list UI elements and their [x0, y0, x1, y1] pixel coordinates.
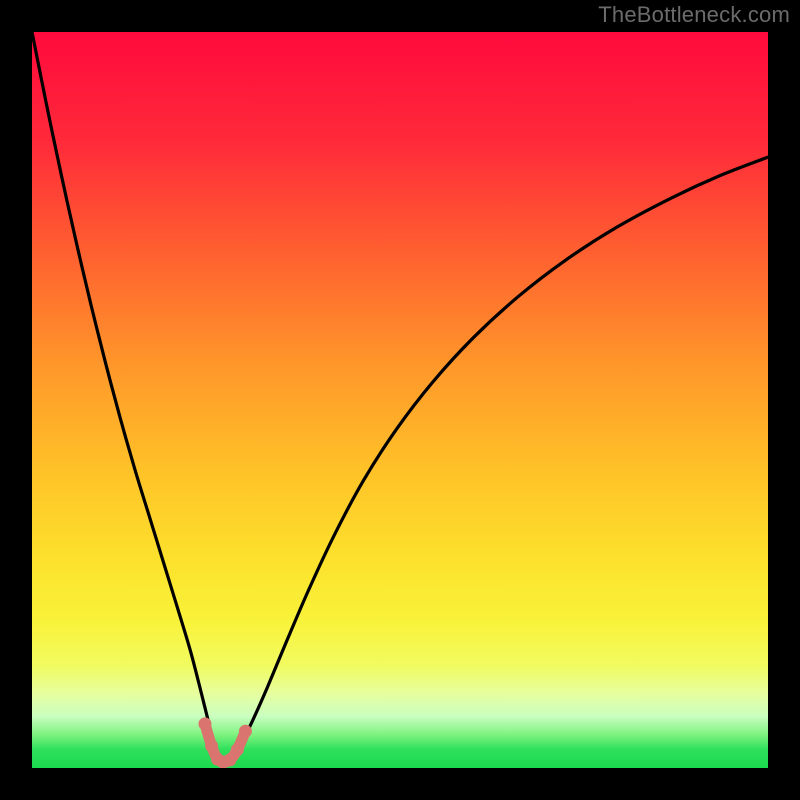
trough-dot	[239, 725, 252, 738]
trough-dot	[231, 743, 244, 756]
trough-dot	[205, 739, 218, 752]
chart-plot-area	[32, 32, 768, 768]
watermark-text: TheBottleneck.com	[598, 2, 790, 28]
trough-dot	[198, 717, 211, 730]
